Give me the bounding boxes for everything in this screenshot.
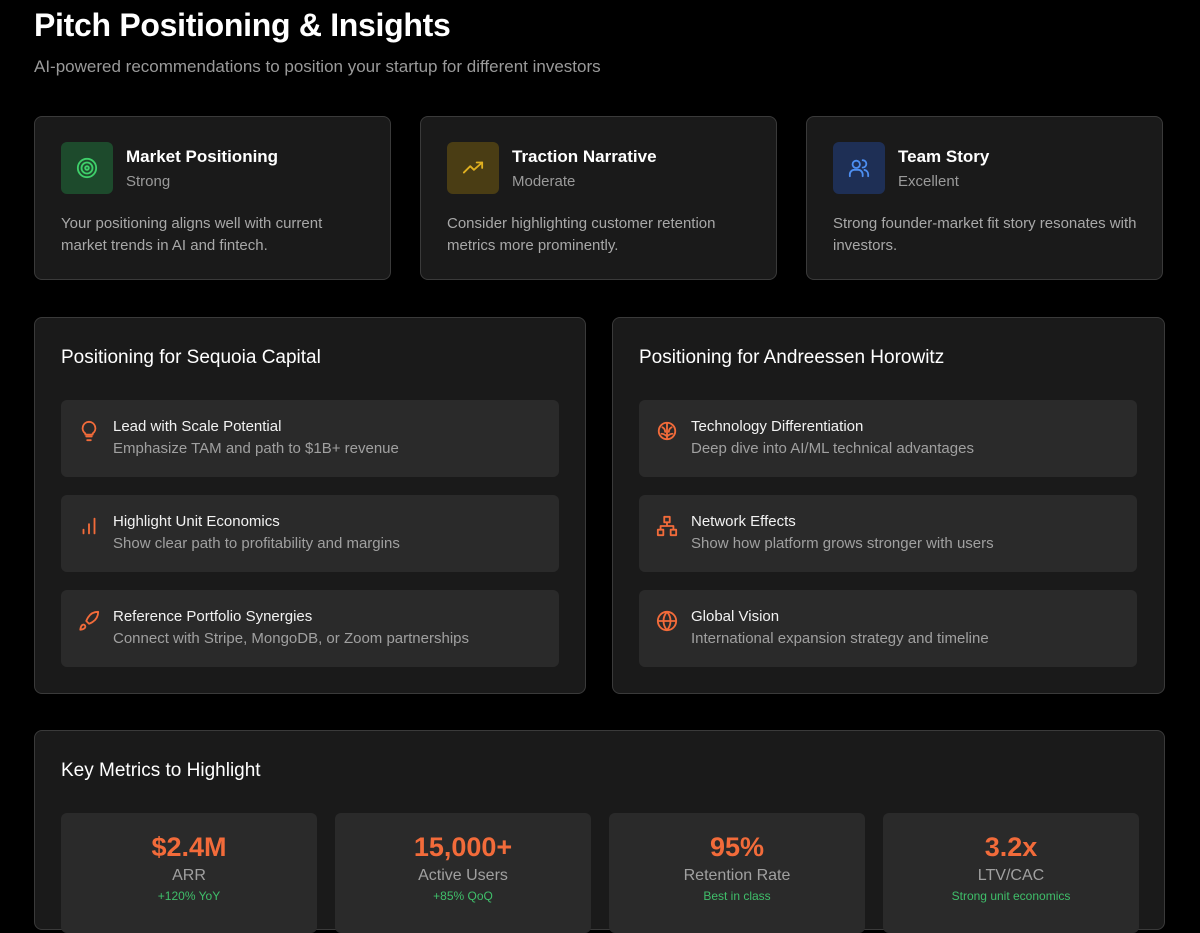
icon <box>81 420 97 442</box>
recommendation: Network Effects Show how platform grows s… <box>639 495 1137 572</box>
metric-label: Retention Rate <box>683 867 791 884</box>
recommendation: Lead with Scale Potential Emphasize TAM a… <box>61 400 559 477</box>
icon-box <box>833 142 885 194</box>
metric-note: Strong unit economics <box>951 889 1071 903</box>
card-description: Your positioning aligns well with curren… <box>61 215 323 254</box>
recommendation-description: Show how platform grows stronger with us… <box>691 535 994 552</box>
recommendation-title: Global Vision <box>691 608 780 625</box>
panel-title: Positioning for Andreessen Horowitz <box>639 347 945 368</box>
recommendation-description: International expansion strategy and tim… <box>691 630 989 647</box>
insight-card: Traction Narrative Moderate Consider highl… <box>420 116 777 280</box>
body: {"header": {"title": "Pitch Positioning … <box>34 7 1165 933</box>
recommendation: Global Vision International expansion str… <box>639 590 1137 667</box>
recommendation-title: Highlight Unit Economics <box>113 513 280 530</box>
metric-note: +85% QoQ <box>433 889 493 903</box>
page-subtitle: AI-powered recommendations to position y… <box>34 57 601 76</box>
card-description: Strong founder-market fit story resonate… <box>833 215 1137 254</box>
recommendation: Highlight Unit Economics Show clear path … <box>61 495 559 572</box>
icon <box>657 421 677 441</box>
recommendation-title: Technology Differentiation <box>691 418 864 435</box>
investor-panel: Positioning for Sequoia Capital Lead with… <box>34 317 586 694</box>
icon <box>656 610 678 632</box>
recommendation-description: Show clear path to profitability and mar… <box>113 535 400 552</box>
card-description: Consider highlighting customer retention… <box>447 215 716 254</box>
insight-card: Team Story Excellent Strong founder-market… <box>806 116 1163 280</box>
page: Pitch Positioning html, body { margin: 0… <box>34 7 1165 933</box>
icon <box>79 610 100 631</box>
icon-box <box>447 142 499 194</box>
metric-value: 3.2x <box>984 832 1038 862</box>
icon <box>848 159 870 178</box>
metric-value: 15,000+ <box>413 832 513 862</box>
recommendation-title: Network Effects <box>691 513 796 530</box>
metric-tile: $2.4M ARR +120% YoY <box>61 813 317 933</box>
recommendation-description: Deep dive into AI/ML technical advantage… <box>691 440 974 457</box>
recommendation: Technology Differentiation Deep dive into… <box>639 400 1137 477</box>
card-title: Team Story <box>898 147 990 166</box>
card-title: Traction Narrative <box>512 147 657 166</box>
metrics-panel: Key Metrics to Highlight $2.4M ARR +120% Yo… <box>34 730 1165 933</box>
card-title: Market Positioning <box>126 147 279 166</box>
recommendation-description: Connect with Stripe, MongoDB, or Zoom pa… <box>113 630 469 647</box>
metric-tile: 15,000+ Active Users +85% QoQ <box>335 813 591 933</box>
icon <box>76 157 98 179</box>
recommendation-description: Emphasize TAM and path to $1B+ revenue <box>113 440 399 457</box>
icon <box>656 515 678 537</box>
card-status: Strong <box>126 173 171 190</box>
card-status: Moderate <box>512 173 576 190</box>
metric-tile: 95% Retention Rate Best in class <box>609 813 865 933</box>
card-status: Excellent <box>898 173 959 190</box>
metric-note: +120% YoY <box>157 889 221 903</box>
metric-label: LTV/CAC <box>977 867 1045 884</box>
icon <box>82 517 96 535</box>
panel-title: Positioning for Sequoia Capital <box>61 347 321 368</box>
page-title: Pitch Positioning & Insights <box>34 7 451 43</box>
metric-tile: 3.2x LTV/CAC Strong unit economics <box>883 813 1139 933</box>
investor-panel: Positioning for Andreessen Horowitz Techn… <box>612 317 1165 694</box>
icon <box>462 161 484 174</box>
metric-label: Active Users <box>418 867 508 884</box>
metric-value: $2.4M <box>151 832 227 862</box>
metric-value: 95% <box>709 832 765 862</box>
insight-card: Market Positioning Strong Your positioning… <box>34 116 391 280</box>
recommendation-title: Reference Portfolio Synergies <box>113 608 313 625</box>
metric-label: ARR <box>172 867 206 884</box>
metrics-title: Key Metrics to Highlight <box>61 760 261 781</box>
metric-note: Best in class <box>703 889 771 903</box>
icon-box <box>61 142 113 194</box>
recommendation-title: Lead with Scale Potential <box>113 418 282 435</box>
recommendation: Reference Portfolio Synergies Connect wit… <box>61 590 559 667</box>
